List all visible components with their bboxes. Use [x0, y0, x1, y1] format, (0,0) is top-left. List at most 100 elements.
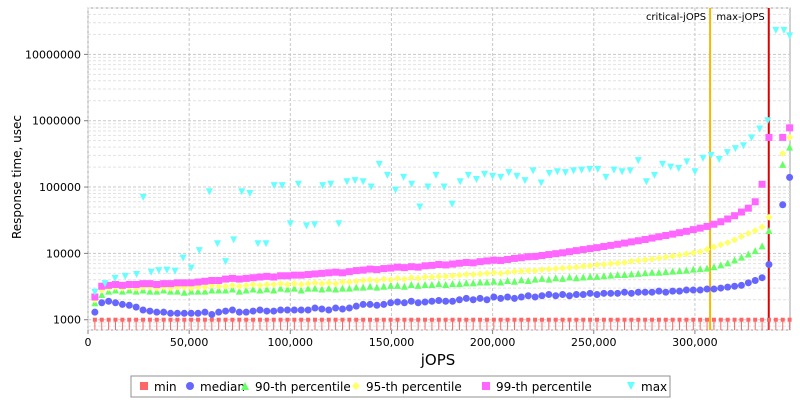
- data-point: [753, 317, 758, 322]
- data-point: [626, 167, 634, 175]
- data-point: [387, 264, 395, 272]
- data-point: [435, 272, 443, 280]
- legend-box: [130, 375, 671, 398]
- data-point: [641, 288, 649, 296]
- data-point: [531, 252, 539, 260]
- legend-marker: [241, 382, 249, 390]
- data-point: [641, 235, 649, 243]
- data-point: [483, 269, 491, 277]
- data-point: [263, 307, 271, 315]
- data-point: [414, 263, 422, 271]
- data-point: [112, 299, 120, 307]
- data-point: [505, 169, 513, 177]
- data-point: [449, 272, 457, 280]
- data-point: [634, 257, 642, 265]
- data-point: [703, 264, 711, 272]
- legend-marker: [352, 382, 360, 390]
- data-point: [339, 278, 347, 286]
- data-point: [264, 317, 269, 322]
- data-point: [230, 236, 238, 244]
- data-point: [746, 317, 751, 322]
- data-point: [299, 317, 304, 322]
- marker-label: max-jOPS: [716, 12, 764, 23]
- data-point: [489, 172, 497, 180]
- data-point: [132, 303, 140, 311]
- data-point: [510, 254, 518, 262]
- data-point: [428, 261, 436, 269]
- data-point: [472, 175, 480, 183]
- x-tick-label: 250,000: [571, 336, 617, 349]
- data-point: [717, 284, 725, 292]
- data-point: [462, 279, 470, 287]
- data-point: [318, 305, 326, 313]
- data-point: [538, 251, 546, 259]
- data-point: [765, 133, 773, 141]
- data-point: [579, 273, 587, 281]
- data-point: [208, 310, 216, 318]
- data-point: [428, 297, 436, 305]
- data-point: [689, 249, 697, 257]
- y-tick-label: 10000000: [25, 48, 81, 61]
- data-point: [318, 269, 326, 277]
- data-point: [559, 274, 567, 282]
- data-point: [744, 204, 752, 212]
- data-point: [737, 208, 745, 216]
- data-point: [504, 268, 512, 276]
- data-point: [504, 277, 512, 285]
- vertical-markers: critical-jOPS max-jOPS: [646, 8, 770, 330]
- data-point: [242, 308, 250, 316]
- legend-marker: [627, 382, 635, 390]
- data-point: [194, 309, 202, 317]
- data-point: [786, 143, 794, 151]
- data-point: [278, 182, 286, 190]
- data-point: [381, 317, 386, 322]
- data-point: [297, 280, 305, 288]
- data-point: [517, 254, 525, 262]
- y-tick-label: 100000: [39, 181, 81, 194]
- data-point: [751, 227, 759, 235]
- data-point: [311, 304, 319, 312]
- data-point: [552, 250, 560, 258]
- data-point: [392, 186, 400, 194]
- data-point: [739, 142, 747, 150]
- data-point: [622, 317, 627, 322]
- data-point: [469, 279, 477, 287]
- data-point: [442, 261, 450, 269]
- data-point: [675, 165, 683, 173]
- data-point: [553, 168, 561, 176]
- data-point: [614, 259, 622, 267]
- data-point: [180, 288, 188, 296]
- data-point: [552, 292, 560, 300]
- data-point: [449, 260, 457, 268]
- data-point: [436, 317, 441, 322]
- data-point: [705, 317, 710, 322]
- data-point: [111, 274, 119, 282]
- data-point: [737, 232, 745, 240]
- data-point: [497, 269, 505, 277]
- data-point: [449, 280, 457, 288]
- data-point: [696, 248, 704, 256]
- data-point: [263, 280, 271, 288]
- data-point: [483, 296, 491, 304]
- data-point: [481, 170, 489, 178]
- data-point: [380, 265, 388, 273]
- data-point: [572, 291, 580, 299]
- data-point: [618, 168, 626, 176]
- data-point: [223, 317, 228, 322]
- data-point: [373, 266, 381, 274]
- data-point: [402, 317, 407, 322]
- data-point: [277, 284, 285, 292]
- data-point: [450, 317, 455, 322]
- data-point: [228, 285, 236, 293]
- data-point: [455, 259, 463, 267]
- data-point: [359, 178, 367, 186]
- data-point: [560, 317, 565, 322]
- data-point: [758, 242, 766, 250]
- data-point: [689, 265, 697, 273]
- data-point: [373, 277, 381, 285]
- data-point: [416, 317, 421, 322]
- data-point: [737, 281, 745, 289]
- data-point: [209, 317, 214, 322]
- data-point: [194, 287, 202, 295]
- data-point: [134, 317, 139, 322]
